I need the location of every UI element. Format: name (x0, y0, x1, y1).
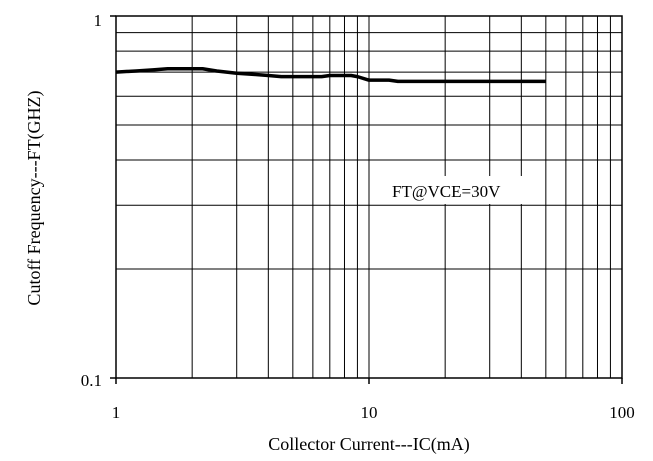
y-tick-label-1: 1 (94, 11, 103, 30)
annotation-background (383, 176, 533, 204)
series-layer (115, 66, 546, 84)
y-tick-label-0.1: 0.1 (81, 371, 102, 390)
axis-ticks (110, 15, 623, 384)
x-tick-label-100: 100 (609, 403, 635, 422)
x-tick-label-10: 10 (361, 403, 378, 422)
series-line-0 (115, 66, 546, 84)
annotation-label: FT@VCE=30V (392, 182, 501, 201)
y-axis-label: Cutoff Frequency---FT(GHZ) (24, 90, 45, 305)
x-tick-label-1: 1 (112, 403, 121, 422)
x-axis-label: Collector Current---IC(mA) (268, 434, 469, 455)
